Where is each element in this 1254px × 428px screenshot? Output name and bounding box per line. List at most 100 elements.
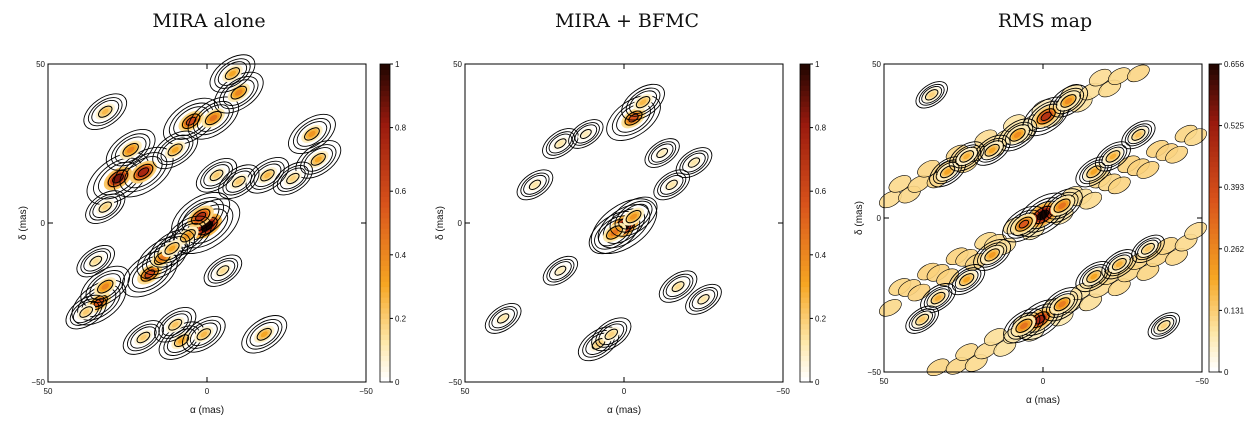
peak-fill	[101, 283, 110, 290]
peak-1	[171, 191, 231, 242]
colorbar-tick-label: 0.6	[815, 187, 827, 196]
contour-line	[160, 137, 190, 163]
colorbar-tick-label: 0.2	[395, 314, 407, 323]
contour-line	[200, 161, 233, 190]
colorbar-segment	[800, 318, 810, 325]
band-blob	[1079, 293, 1103, 312]
peak-fill	[1144, 246, 1152, 252]
contour-line	[940, 165, 956, 179]
peak-12	[1075, 156, 1113, 188]
colorbar-segment	[380, 138, 390, 144]
colorbar-segment	[800, 85, 810, 91]
colorbar-segment	[800, 376, 810, 383]
x-tick-label: −50	[776, 387, 790, 396]
contour-line	[224, 67, 241, 80]
colorbar-segment	[1209, 84, 1219, 91]
colorbar-segment	[1209, 223, 1219, 229]
contour-line	[1127, 125, 1150, 145]
colorbar-segment	[800, 175, 810, 182]
colorbar-tick-label: 0.393	[1224, 183, 1245, 192]
colorbar-segment	[1209, 248, 1219, 255]
colorbar-segment	[1209, 120, 1219, 127]
contour-line	[218, 164, 260, 199]
colorbar-segment	[800, 64, 810, 70]
colorbar-segment	[1209, 161, 1219, 168]
colorbar-segment	[380, 148, 390, 155]
colorbar-segment	[380, 69, 390, 76]
colorbar-segment	[800, 260, 810, 266]
y-axis-label: δ (mas)	[18, 206, 29, 240]
peak-8	[997, 118, 1038, 152]
contour-line	[196, 104, 230, 132]
band-blob	[983, 328, 1007, 346]
peak-2	[609, 196, 658, 237]
contour-line	[959, 150, 975, 163]
contour-line	[93, 298, 105, 307]
colorbar-segment	[380, 201, 390, 208]
colorbar-tick-label: 0.131	[1224, 306, 1245, 315]
colorbar-tick-label: 0.8	[815, 124, 827, 133]
contour-line	[144, 269, 156, 279]
x-axis-label: α (mas)	[190, 405, 224, 416]
contour-line	[650, 143, 674, 163]
colorbar-segment	[1209, 94, 1219, 101]
colorbar-segment	[1209, 146, 1219, 152]
colorbar-segment	[1209, 336, 1219, 342]
colorbar-segment	[800, 249, 810, 256]
colorbar-segment	[1209, 361, 1219, 368]
contour-line	[618, 203, 649, 230]
contour-line	[91, 99, 120, 124]
colorbar: 0 0.2 0.4 0.6 0.8 1	[379, 60, 407, 387]
peak-18	[1075, 260, 1113, 293]
colorbar-segment	[380, 90, 390, 97]
contour-line	[181, 113, 201, 129]
colorbar-segment	[380, 95, 390, 102]
peak-fill	[700, 296, 707, 302]
contour-line	[203, 164, 230, 187]
colorbar-segment	[1209, 187, 1219, 193]
contour-line	[85, 190, 126, 224]
contour-line	[1053, 198, 1071, 213]
contour-line	[1086, 270, 1102, 283]
contour-line	[977, 137, 1007, 163]
contour-line	[89, 273, 122, 300]
colorbar-segment	[1209, 238, 1219, 245]
contour-line	[609, 196, 658, 237]
x-tick-label: 50	[880, 377, 889, 386]
colorbar-segment	[380, 164, 390, 171]
contour-line	[954, 269, 979, 290]
peaks	[905, 81, 1181, 344]
contour-line	[260, 169, 275, 182]
colorbar-frame	[799, 63, 811, 383]
contour-line	[111, 133, 151, 167]
peak-fill	[209, 114, 218, 122]
contour-line	[1105, 252, 1134, 277]
colorbar-frame	[1208, 63, 1220, 373]
colorbar-segment	[800, 159, 810, 166]
peak-6	[591, 317, 632, 352]
colorbar-segment	[800, 164, 810, 171]
contour-line	[164, 242, 180, 255]
colorbar-tick-label: 0.2	[815, 314, 827, 323]
colorbar-segment	[1209, 197, 1219, 204]
band-blob	[1184, 222, 1207, 240]
peak-fill	[988, 147, 996, 154]
peak-20	[1131, 234, 1165, 263]
colorbar-segment	[380, 111, 390, 118]
contour-line	[665, 276, 691, 297]
colorbar-segment	[800, 307, 810, 314]
y-tick-label: 0	[41, 219, 46, 228]
peak-4	[621, 83, 665, 121]
contour-line	[657, 172, 687, 198]
peak-27	[272, 161, 313, 196]
contour-line	[154, 307, 197, 343]
peak-fill	[140, 334, 147, 341]
colorbar-segment	[1209, 310, 1219, 317]
contour-line	[930, 291, 946, 305]
x-tick-label: 0	[205, 387, 210, 396]
colorbar-segment	[800, 148, 810, 155]
colorbar-segment	[380, 355, 390, 362]
peak-10	[675, 147, 713, 178]
contour-line	[520, 172, 550, 198]
x-axis-label: α (mas)	[1026, 395, 1060, 406]
